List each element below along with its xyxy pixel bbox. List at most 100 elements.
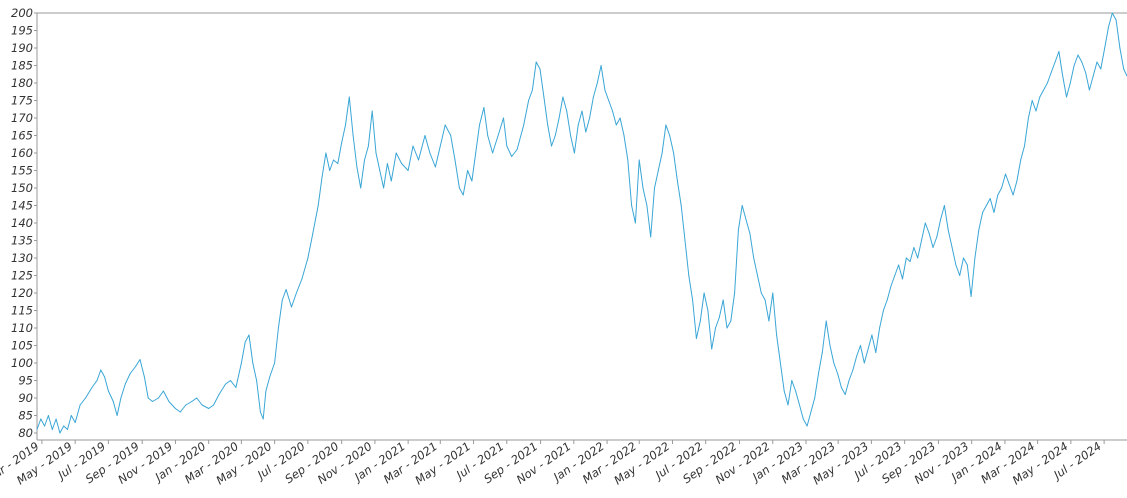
y-axis: 80 85 90 95 100 105 110 115 120 125 130 135 140 145 15… xyxy=(11,6,38,440)
y-tick-label: 190 xyxy=(11,41,33,55)
y-tick-label: 110 xyxy=(11,321,33,335)
data-point xyxy=(252,362,254,364)
y-tick-label: 155 xyxy=(11,164,33,178)
data-point xyxy=(312,232,314,235)
data-point xyxy=(985,204,988,207)
data-point xyxy=(1119,47,1121,49)
data-point xyxy=(55,418,57,420)
data-point xyxy=(688,274,690,277)
data-point xyxy=(356,166,358,168)
data-point xyxy=(810,411,812,413)
data-point xyxy=(787,404,789,406)
data-point xyxy=(483,106,485,109)
data-point xyxy=(262,418,264,420)
data-point xyxy=(1111,12,1113,14)
data-point xyxy=(833,362,835,364)
y-tick-label: 175 xyxy=(11,94,33,108)
data-point xyxy=(982,211,984,214)
y-tick-label: 90 xyxy=(18,391,33,405)
data-point xyxy=(96,379,98,382)
data-point xyxy=(235,386,237,389)
data-point xyxy=(676,180,679,182)
data-point xyxy=(798,404,801,406)
data-point xyxy=(673,152,675,154)
data-point xyxy=(547,124,549,126)
data-point xyxy=(1039,96,1041,98)
data-point xyxy=(608,99,610,102)
data-point xyxy=(265,390,267,392)
data-point xyxy=(84,397,87,399)
data-point xyxy=(680,204,682,207)
data-point xyxy=(295,292,297,294)
data-point xyxy=(882,309,885,312)
data-point xyxy=(856,355,858,357)
data-point xyxy=(566,110,568,112)
data-point xyxy=(528,99,530,102)
data-point xyxy=(344,124,347,126)
data-point xyxy=(943,204,946,207)
y-tick-label: 145 xyxy=(11,199,33,213)
data-point xyxy=(783,390,785,392)
data-point xyxy=(367,145,369,147)
y-tick-label: 115 xyxy=(11,304,33,318)
data-point xyxy=(955,264,957,266)
data-point xyxy=(1004,173,1007,175)
data-point xyxy=(1107,26,1110,28)
data-point xyxy=(502,117,505,119)
data-point xyxy=(920,239,923,242)
data-point xyxy=(734,292,736,294)
data-point xyxy=(274,362,276,364)
data-point xyxy=(248,334,250,336)
data-point xyxy=(684,239,686,242)
data-point xyxy=(151,400,154,403)
data-point xyxy=(894,274,896,277)
data-point xyxy=(107,390,109,392)
data-point xyxy=(703,292,705,294)
data-point xyxy=(444,124,446,126)
data-point xyxy=(974,257,976,259)
data-point xyxy=(638,159,640,161)
data-point xyxy=(124,383,126,385)
data-point xyxy=(814,397,816,399)
data-point xyxy=(379,169,381,172)
data-point xyxy=(867,348,869,350)
y-tick-label: 185 xyxy=(11,59,33,73)
data-point xyxy=(395,152,397,154)
data-point xyxy=(562,96,564,98)
data-point xyxy=(997,194,999,196)
data-point xyxy=(848,379,850,382)
data-point xyxy=(285,288,287,291)
data-point xyxy=(596,82,598,84)
data-point xyxy=(450,134,452,137)
data-point xyxy=(875,351,877,354)
data-point xyxy=(657,169,659,172)
data-point xyxy=(917,257,919,259)
data-point xyxy=(1050,71,1052,74)
data-point xyxy=(74,421,76,424)
data-point xyxy=(646,204,648,207)
data-point xyxy=(407,169,409,172)
data-point xyxy=(1043,89,1045,91)
data-point xyxy=(970,295,972,298)
data-point xyxy=(179,411,181,413)
data-point xyxy=(523,124,525,126)
data-point xyxy=(749,232,751,235)
y-tick-label: 160 xyxy=(11,146,33,160)
data-point xyxy=(1023,145,1026,147)
data-point xyxy=(817,372,820,375)
data-point xyxy=(840,386,843,389)
data-point xyxy=(886,299,888,301)
data-point xyxy=(487,134,489,137)
y-tick-label: 100 xyxy=(11,356,33,370)
data-point xyxy=(905,257,907,259)
data-point xyxy=(936,236,938,238)
data-point xyxy=(44,425,46,427)
data-point xyxy=(363,159,366,161)
data-point xyxy=(290,306,293,308)
data-point xyxy=(707,309,709,312)
data-point xyxy=(726,327,728,329)
data-point xyxy=(51,428,53,431)
data-point xyxy=(615,124,617,126)
data-point xyxy=(516,148,518,151)
data-point xyxy=(768,320,770,322)
